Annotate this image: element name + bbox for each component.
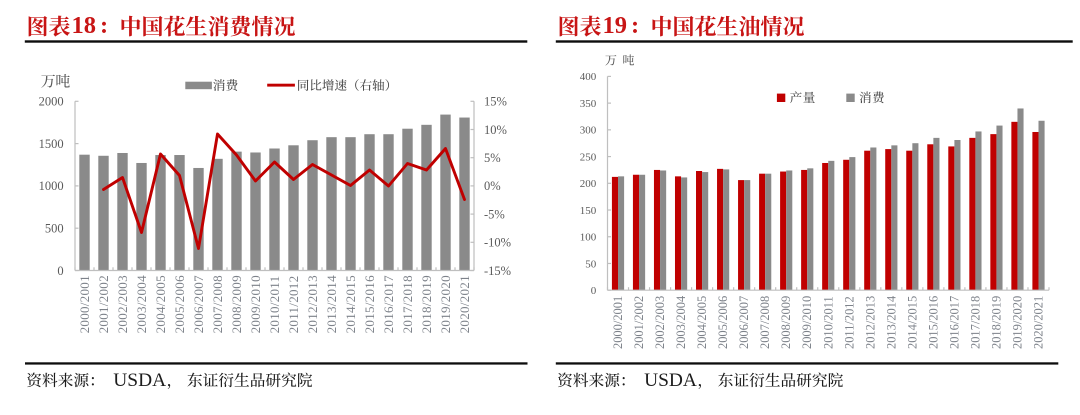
svg-text:2012/2013: 2012/2013 [863,296,877,349]
svg-text:2000: 2000 [39,95,64,109]
svg-text:2005/2006: 2005/2006 [716,296,730,349]
svg-text:1500: 1500 [39,137,64,151]
svg-text:400: 400 [580,71,597,83]
svg-text:2008/2009: 2008/2009 [229,275,244,333]
svg-text:1000: 1000 [39,179,64,193]
svg-text:-10%: -10% [484,236,511,250]
svg-text:2019/2020: 2019/2020 [438,275,453,333]
svg-text:2009/2010: 2009/2010 [248,275,263,333]
svg-text:250: 250 [580,151,597,163]
svg-text:2007/2008: 2007/2008 [210,275,225,333]
svg-text:2001/2002: 2001/2002 [632,296,646,349]
svg-text:300: 300 [580,125,597,137]
svg-text:2001/2002: 2001/2002 [96,275,111,333]
svg-text:2018/2019: 2018/2019 [419,275,434,333]
svg-text:2011/2012: 2011/2012 [286,276,301,334]
svg-text:2002/2003: 2002/2003 [115,275,130,333]
svg-text:2020/2021: 2020/2021 [1031,296,1045,349]
svg-text:2004/2005: 2004/2005 [153,275,168,333]
svg-text::: : [631,12,639,39]
svg-text:0: 0 [57,264,63,278]
svg-text:2000/2001: 2000/2001 [77,275,92,333]
svg-text:2010/2011: 2010/2011 [821,296,835,349]
svg-text:200: 200 [580,178,597,190]
svg-text:2000/2001: 2000/2001 [611,296,625,349]
svg-text:15%: 15% [484,95,507,109]
svg-text:19: 19 [603,12,628,39]
svg-text:2003/2004: 2003/2004 [134,275,149,333]
svg-text:0: 0 [591,285,597,297]
svg-text:2004/2005: 2004/2005 [695,296,709,349]
svg-text:2015/2016: 2015/2016 [362,275,377,333]
svg-text:2014/2015: 2014/2015 [905,296,919,349]
svg-text:2009/2010: 2009/2010 [800,296,814,349]
svg-text:2020/2021: 2020/2021 [457,275,472,333]
svg-text:2002/2003: 2002/2003 [653,296,667,349]
svg-text:0%: 0% [484,179,501,193]
svg-text:2006/2007: 2006/2007 [737,296,751,349]
svg-text:18: 18 [72,12,97,39]
svg-text:2017/2018: 2017/2018 [400,275,415,333]
svg-text:2015/2016: 2015/2016 [926,296,940,349]
svg-text:2016/2017: 2016/2017 [381,275,396,333]
svg-text:2007/2008: 2007/2008 [758,296,772,349]
svg-text:2008/2009: 2008/2009 [779,296,793,349]
svg-text:350: 350 [580,98,597,110]
svg-text:2018/2019: 2018/2019 [989,296,1003,349]
svg-text:500: 500 [45,222,64,236]
svg-text:2013/2014: 2013/2014 [324,275,339,333]
svg-text:2010/2011: 2010/2011 [267,276,282,334]
svg-text:-15%: -15% [484,264,511,278]
svg-text:150: 150 [580,205,597,217]
svg-text:2005/2006: 2005/2006 [172,275,187,333]
svg-text:2003/2004: 2003/2004 [674,295,688,349]
svg-text:2014/2015: 2014/2015 [343,275,358,333]
svg-text:2006/2007: 2006/2007 [191,275,206,333]
svg-text:100: 100 [580,232,597,244]
svg-text:50: 50 [585,258,597,270]
svg-text::: : [100,12,108,39]
svg-text:10%: 10% [484,123,507,137]
svg-text:2012/2013: 2012/2013 [305,275,320,333]
svg-text:2011/2012: 2011/2012 [842,296,856,349]
svg-text:2017/2018: 2017/2018 [968,296,982,349]
svg-text:2016/2017: 2016/2017 [947,296,961,349]
svg-text:2019/2020: 2019/2020 [1010,296,1024,349]
svg-text:-5%: -5% [484,207,505,221]
svg-text:5%: 5% [484,151,501,165]
svg-text:2013/2014: 2013/2014 [884,295,898,349]
svg-text:USDA: USDA [113,370,166,391]
